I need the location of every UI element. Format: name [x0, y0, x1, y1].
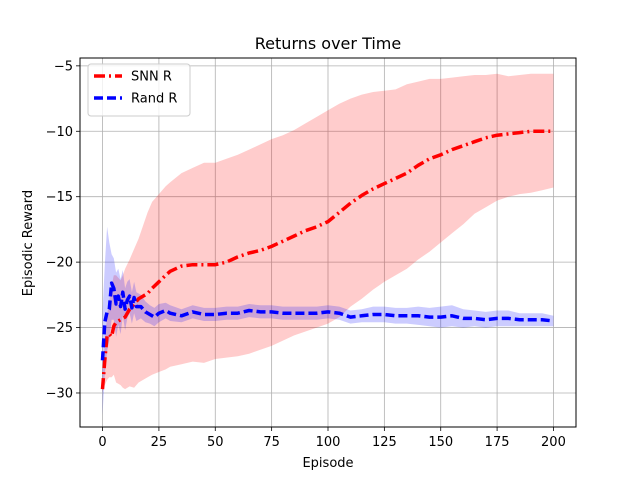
- y-tick-label: −25: [46, 321, 73, 336]
- x-tick-label: 125: [372, 435, 397, 450]
- series-lines: [100, 129, 554, 390]
- y-axis-label: Episodic Reward: [21, 190, 36, 296]
- y-tick-label: −10: [46, 125, 73, 140]
- x-axis: 0 25 50 75 100 125 150 175 200: [98, 427, 566, 450]
- y-tick-label: −15: [46, 190, 73, 205]
- chart-title: Returns over Time: [255, 34, 401, 53]
- x-tick-label: 25: [151, 435, 168, 450]
- x-axis-label: Episode: [302, 456, 353, 471]
- series-0-line: [100, 129, 554, 390]
- x-tick-label: 175: [485, 435, 510, 450]
- grid-lines: [80, 58, 576, 427]
- x-tick-label: 0: [98, 435, 106, 450]
- x-tick-label: 75: [263, 435, 280, 450]
- legend-label-0: SNN R: [131, 70, 172, 85]
- x-tick-label: 200: [541, 435, 566, 450]
- y-tick-label: −20: [46, 256, 73, 271]
- y-axis: −30 −25 −20 −15 −10 −5: [46, 59, 80, 401]
- legend-label-1: Rand R: [131, 92, 177, 107]
- series-1-line: [100, 281, 554, 361]
- x-tick-label: 100: [316, 435, 341, 450]
- series-1-band: [102, 226, 554, 416]
- x-tick-label: 50: [207, 435, 224, 450]
- y-tick-label: −5: [54, 59, 73, 74]
- legend-box: [87, 63, 191, 117]
- legend: SNN R Rand R: [87, 63, 191, 117]
- y-tick-label: −30: [46, 386, 73, 401]
- x-tick-label: 150: [428, 435, 453, 450]
